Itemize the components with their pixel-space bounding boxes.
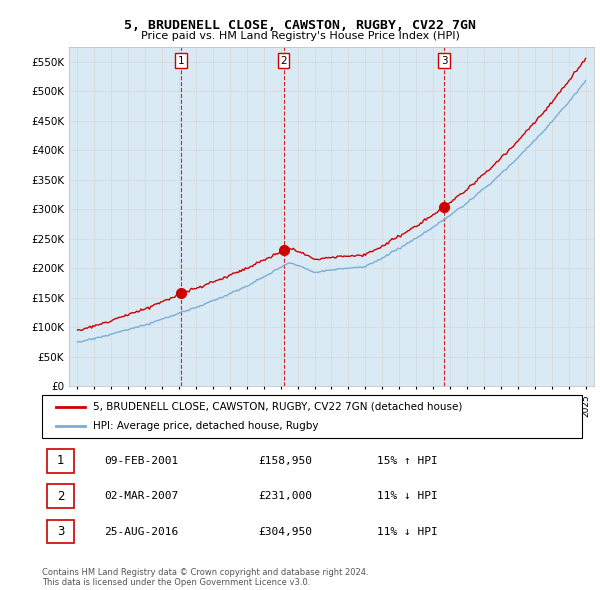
Text: 09-FEB-2001: 09-FEB-2001 bbox=[104, 456, 178, 466]
Text: 11% ↓ HPI: 11% ↓ HPI bbox=[377, 491, 437, 501]
Text: 2: 2 bbox=[57, 490, 65, 503]
Text: 5, BRUDENELL CLOSE, CAWSTON, RUGBY, CV22 7GN (detached house): 5, BRUDENELL CLOSE, CAWSTON, RUGBY, CV22… bbox=[94, 402, 463, 412]
Text: £231,000: £231,000 bbox=[258, 491, 312, 501]
Text: 15% ↑ HPI: 15% ↑ HPI bbox=[377, 456, 437, 466]
Bar bbox=[47, 520, 74, 543]
Text: 1: 1 bbox=[57, 454, 65, 467]
Bar bbox=[47, 484, 74, 508]
Text: 25-AUG-2016: 25-AUG-2016 bbox=[104, 527, 178, 536]
Text: £304,950: £304,950 bbox=[258, 527, 312, 536]
Text: 1: 1 bbox=[178, 55, 184, 65]
Text: HPI: Average price, detached house, Rugby: HPI: Average price, detached house, Rugb… bbox=[94, 421, 319, 431]
Text: Contains HM Land Registry data © Crown copyright and database right 2024.
This d: Contains HM Land Registry data © Crown c… bbox=[42, 568, 368, 587]
Text: £158,950: £158,950 bbox=[258, 456, 312, 466]
Text: 02-MAR-2007: 02-MAR-2007 bbox=[104, 491, 178, 501]
Text: 3: 3 bbox=[57, 525, 65, 538]
Text: 2: 2 bbox=[280, 55, 287, 65]
Text: 5, BRUDENELL CLOSE, CAWSTON, RUGBY, CV22 7GN: 5, BRUDENELL CLOSE, CAWSTON, RUGBY, CV22… bbox=[124, 19, 476, 32]
Bar bbox=[47, 449, 74, 473]
Text: 11% ↓ HPI: 11% ↓ HPI bbox=[377, 527, 437, 536]
Text: 3: 3 bbox=[441, 55, 448, 65]
Text: Price paid vs. HM Land Registry's House Price Index (HPI): Price paid vs. HM Land Registry's House … bbox=[140, 31, 460, 41]
